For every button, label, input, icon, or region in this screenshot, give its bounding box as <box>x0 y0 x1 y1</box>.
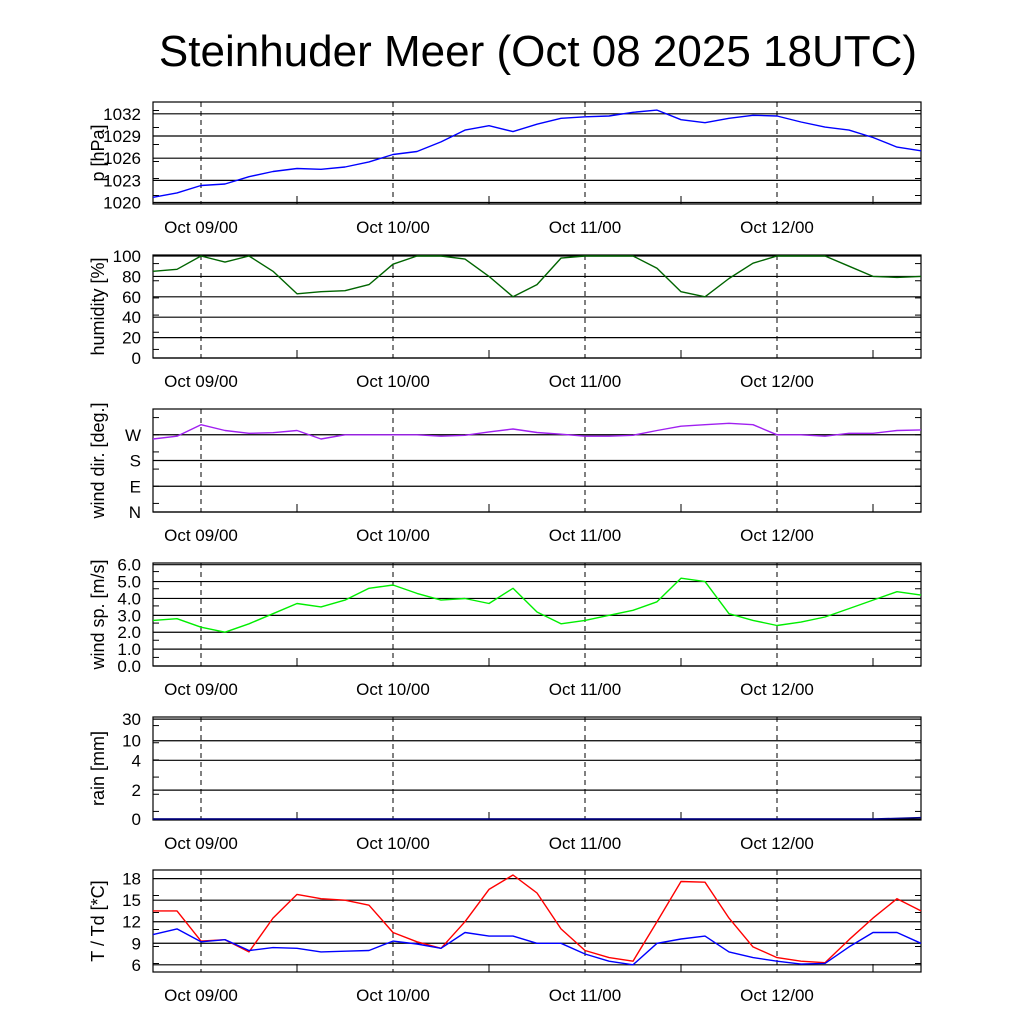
y-tick-label-rain: 4 <box>132 751 141 770</box>
series-line-temperature-td <box>152 928 922 966</box>
y-axis-label-windspeed: wind sp. [m/s] <box>88 559 108 670</box>
x-tick-label: Oct 09/00 <box>164 680 238 699</box>
x-tick-label: Oct 12/00 <box>740 680 814 699</box>
y-tick-label-pressure: 1026 <box>103 149 141 168</box>
y-axis-label-humidity: humidity [%] <box>88 257 108 355</box>
y-tick-label-winddir: N <box>129 503 141 522</box>
y-tick-label-windspeed: 6.0 <box>117 556 141 575</box>
y-tick-label-pressure: 1032 <box>103 105 141 124</box>
chart-title: Steinhuder Meer (Oct 08 2025 18UTC) <box>159 27 917 76</box>
y-tick-label-pressure: 1023 <box>103 171 141 190</box>
x-tick-label: Oct 11/00 <box>549 218 621 237</box>
x-tick-label: Oct 09/00 <box>164 526 238 545</box>
series-line-winddir-wind-direction <box>152 422 922 440</box>
x-tick-label: Oct 10/00 <box>356 986 430 1005</box>
y-tick-label-windspeed: 0.0 <box>117 657 141 676</box>
panel-frame-windspeed <box>152 562 922 667</box>
y-tick-label-winddir: W <box>125 426 141 445</box>
y-axis-label-winddir: wind dir. [deg.] <box>88 402 108 519</box>
y-tick-label-winddir: E <box>130 477 141 496</box>
x-tick-label: Oct 10/00 <box>356 834 430 853</box>
y-axis-label-temperature: T / Td [*C] <box>88 880 108 961</box>
x-tick-label: Oct 12/00 <box>740 372 814 391</box>
x-tick-label: Oct 11/00 <box>549 526 621 545</box>
y-tick-label-pressure: 1020 <box>103 194 141 213</box>
y-tick-label-humidity: 40 <box>122 308 141 327</box>
x-tick-label: Oct 10/00 <box>356 526 430 545</box>
x-tick-label: Oct 12/00 <box>740 526 814 545</box>
y-tick-label-humidity: 80 <box>122 267 141 286</box>
panel-frame-temperature <box>152 869 922 973</box>
x-tick-label: Oct 12/00 <box>740 986 814 1005</box>
y-tick-label-temperature: 18 <box>122 870 141 889</box>
x-tick-label: Oct 09/00 <box>164 834 238 853</box>
y-tick-label-winddir: S <box>130 452 141 471</box>
y-tick-label-temperature: 6 <box>132 956 141 975</box>
y-tick-label-humidity: 0 <box>132 349 141 368</box>
y-tick-label-rain: 30 <box>122 710 141 729</box>
x-tick-label: Oct 10/00 <box>356 372 430 391</box>
x-tick-label: Oct 11/00 <box>549 834 621 853</box>
y-tick-label-pressure: 1029 <box>103 127 141 146</box>
y-tick-label-rain: 10 <box>122 732 141 751</box>
x-tick-label: Oct 09/00 <box>164 372 238 391</box>
panel-frame-winddir <box>152 408 922 513</box>
y-tick-label-windspeed: 2.0 <box>117 623 141 642</box>
y-tick-label-rain: 0 <box>132 810 141 829</box>
panel-frame-rain <box>152 716 922 821</box>
x-tick-label: Oct 12/00 <box>740 218 814 237</box>
x-tick-label: Oct 11/00 <box>549 680 621 699</box>
x-tick-label: Oct 12/00 <box>740 834 814 853</box>
y-tick-label-humidity: 100 <box>113 247 141 266</box>
y-tick-label-windspeed: 3.0 <box>117 606 141 625</box>
y-tick-label-temperature: 12 <box>122 913 141 932</box>
y-tick-label-windspeed: 4.0 <box>117 589 141 608</box>
x-tick-label: Oct 09/00 <box>164 986 238 1005</box>
y-tick-label-humidity: 20 <box>122 329 141 348</box>
panel-frame-pressure <box>152 101 922 205</box>
x-tick-label: Oct 11/00 <box>549 986 621 1005</box>
x-tick-label: Oct 11/00 <box>549 372 621 391</box>
y-tick-label-humidity: 60 <box>122 288 141 307</box>
series-line-pressure-pressure <box>152 109 922 198</box>
x-tick-label: Oct 10/00 <box>356 218 430 237</box>
y-tick-label-temperature: 9 <box>132 934 141 953</box>
y-tick-label-windspeed: 5.0 <box>117 573 141 592</box>
x-tick-label: Oct 10/00 <box>356 680 430 699</box>
x-tick-label: Oct 09/00 <box>164 218 238 237</box>
y-tick-label-windspeed: 1.0 <box>117 640 141 659</box>
y-axis-label-pressure: p [hPa] <box>88 124 108 181</box>
y-tick-label-temperature: 15 <box>122 891 141 910</box>
y-tick-label-rain: 2 <box>132 781 141 800</box>
y-axis-label-rain: rain [mm] <box>88 731 108 806</box>
series-line-rain-rain <box>153 816 922 820</box>
series-line-temperature-t <box>153 874 922 964</box>
panel-frame-humidity <box>152 254 922 359</box>
series-line-humidity-humidity <box>152 255 922 298</box>
series-line-windspeed-wind-speed <box>152 577 922 633</box>
